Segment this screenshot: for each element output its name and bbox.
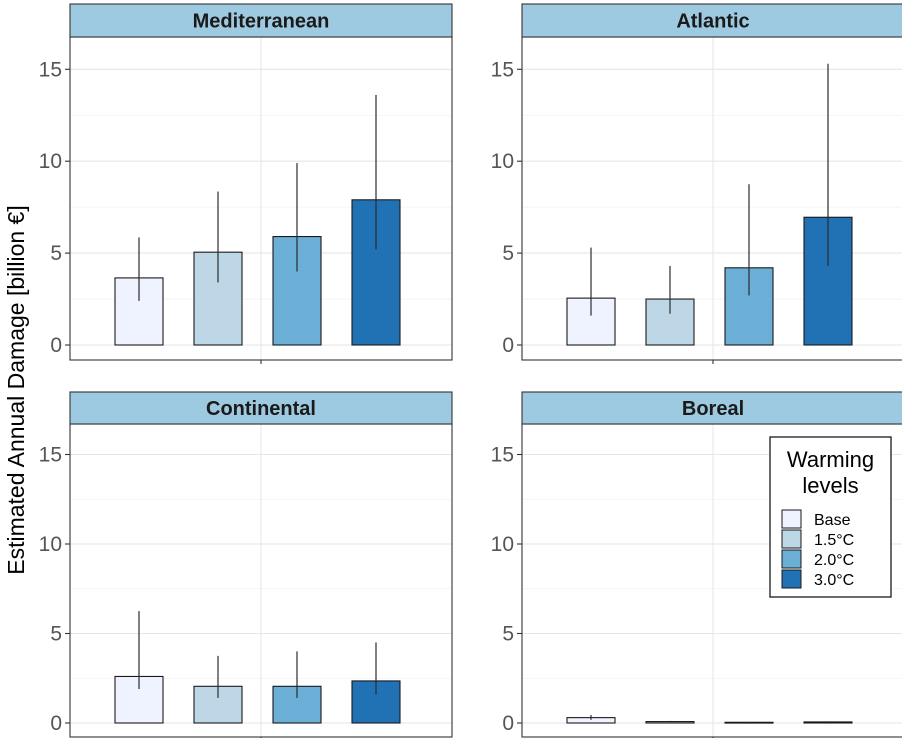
y-tick-label: 10: [39, 150, 62, 173]
legend-label: 1.5°C: [814, 532, 854, 549]
legend-key: [781, 529, 802, 549]
panel-atlantic: 0 5 10 15 Atlantic: [491, 3, 902, 364]
y-tick-label: 0: [502, 712, 514, 735]
legend-title: levels: [802, 473, 858, 498]
legend-label: 2.0°C: [814, 552, 854, 569]
y-tick-label: 15: [39, 444, 62, 467]
y-tick-label: 0: [50, 712, 62, 735]
panel-title: Atlantic: [676, 11, 749, 33]
y-tick-label: 15: [491, 444, 514, 467]
y-tick-label: 10: [491, 150, 514, 173]
y-axis-label: Estimated Annual Damage [billion €]: [3, 205, 29, 575]
y-tick-label: 5: [502, 242, 514, 265]
panel-title: Boreal: [682, 398, 744, 420]
y-tick-label: 5: [50, 242, 62, 265]
panels-layer: 0 5 10 15 Mediterranean 0 5 10 15 Atlantic 0 5 10 15 C…: [39, 3, 902, 738]
strip-header: [69, 3, 453, 38]
strip-header: [521, 3, 902, 38]
y-tick-label: 15: [39, 58, 62, 81]
bar-base: [566, 297, 616, 346]
strip-header: [69, 391, 453, 425]
legend-key: [781, 569, 802, 589]
y-tick-label: 15: [491, 58, 514, 81]
panel-title: Mediterranean: [193, 11, 330, 33]
panel-mediterranean: 0 5 10 15 Mediterranean: [39, 3, 453, 364]
y-tick-label: 0: [50, 334, 62, 357]
y-tick-label: 10: [491, 533, 514, 556]
strip-header: [521, 391, 902, 425]
legend-title: Warming: [787, 447, 874, 472]
y-tick-label: 5: [502, 623, 514, 646]
legend-label: 3.0°C: [814, 572, 854, 589]
panel-continental: 0 5 10 15 Continental: [39, 391, 453, 738]
y-tick-label: 10: [39, 533, 62, 556]
y-tick-label: 0: [502, 334, 514, 357]
y-tick-label: 5: [50, 623, 62, 646]
panel-title: Continental: [206, 398, 316, 420]
legend-key: [781, 549, 802, 569]
legend-label: Base: [814, 512, 851, 529]
legend-key: [781, 509, 802, 529]
